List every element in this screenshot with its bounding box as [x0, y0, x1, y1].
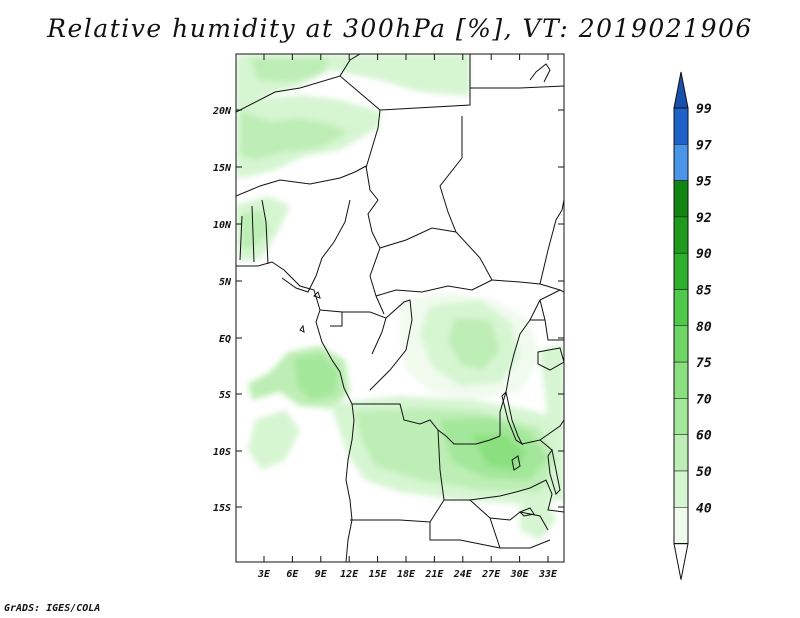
lat-tick-label: 15S — [213, 503, 231, 514]
border-chad-lake — [365, 165, 379, 233]
border-car-chad — [379, 227, 457, 249]
lake-kariba — [519, 507, 535, 517]
rh-region-atlantic-70 — [294, 354, 338, 400]
colorbar-level-label: 85 — [696, 284, 712, 299]
colorbar-segment — [673, 180, 689, 218]
colorbar-level-label: 75 — [696, 356, 712, 371]
lon-tick-label: 3E — [257, 569, 271, 580]
colorbar-segment — [673, 289, 689, 327]
lat-tick-label: 5N — [219, 277, 232, 288]
border-nigeria-benin — [261, 199, 269, 265]
colorbar-bottom-arrow — [673, 543, 689, 580]
lat-tick-label: 10S — [213, 447, 231, 458]
country-boundaries — [236, 54, 564, 562]
border-zimbabwe — [489, 517, 551, 549]
border-zambia-zimbabwe — [469, 499, 549, 531]
colorbar-outline — [673, 107, 689, 545]
border-ghana — [239, 215, 243, 261]
border-congo — [369, 295, 413, 391]
lon-tick-label: 9E — [315, 569, 328, 580]
border-tanzania — [521, 419, 564, 451]
lat-tick-label: 20N — [212, 106, 232, 117]
border-ethiopia — [539, 199, 564, 285]
border-angola-namibia — [350, 499, 445, 523]
lat-tick-label: 5S — [219, 390, 231, 401]
border-mozambique — [515, 479, 564, 513]
lake-mweru — [511, 455, 521, 471]
lake-malawi — [547, 448, 561, 495]
colorbar-segment — [673, 361, 689, 399]
map-title: Relative humidity at 300hPa [%], VT: 201… — [47, 14, 753, 43]
border-car-drc — [375, 279, 493, 297]
border-nigeria-cameroon — [281, 199, 351, 293]
colorbar-segment — [673, 398, 689, 435]
lat-tick-label: 15N — [213, 163, 232, 174]
lon-tick-label: 12E — [340, 569, 359, 580]
border-drc-east — [499, 289, 561, 436]
border-niger-nigeria — [236, 165, 367, 197]
border-sahara-2 — [339, 54, 361, 77]
border-namibia-botswana — [429, 522, 501, 549]
lake-victoria — [537, 347, 564, 371]
colorbar-top-arrow — [673, 71, 689, 109]
colorbar-segment — [673, 470, 689, 508]
lon-tick-label: 18E — [397, 569, 416, 580]
border-egypt-sudan — [470, 85, 564, 89]
colorbar-segment — [673, 507, 689, 544]
colorbar-level-label: 50 — [696, 465, 712, 480]
border-chad-sudan — [439, 116, 493, 281]
colorbar-level-label: 70 — [696, 392, 712, 407]
lake-tanganyika — [501, 390, 524, 446]
lon-axis: 3E 6E 9E 12E 15E 18E 21E 24E 27E 30E 33E — [257, 54, 558, 580]
grads-credit: GrADS: IGES/COLA — [4, 603, 101, 614]
colorbar-level-label: 97 — [696, 138, 712, 153]
island-sao-tome — [299, 324, 305, 333]
lat-axis: 20N 15N 10N 5N EQ 5S 10S 15S — [212, 106, 564, 514]
lon-tick-label: 27E — [481, 569, 501, 580]
colorbar-level-label: 99 — [696, 102, 712, 117]
lon-tick-label: 24E — [453, 569, 473, 580]
lon-tick-label: 21E — [424, 569, 444, 580]
border-cameroon-car — [369, 231, 381, 297]
border-libya-chad — [379, 54, 471, 111]
border-sahara-1 — [236, 75, 381, 169]
lon-tick-label: 33E — [538, 569, 558, 580]
colorbar: 99 97 95 92 90 85 80 75 70 60 50 40 — [673, 71, 712, 580]
border-red-sea — [529, 63, 551, 83]
colorbar-level-label: 92 — [696, 211, 712, 226]
colorbar-level-label: 40 — [696, 501, 712, 516]
island-bioko — [313, 291, 321, 299]
colorbar-segment — [673, 144, 689, 181]
colorbar-segment — [673, 252, 689, 290]
colorbar-segment — [673, 325, 689, 363]
rh-region-southeast — [520, 500, 556, 540]
colorbar-level-label: 80 — [696, 320, 712, 335]
rh-region-congo-60 — [448, 318, 500, 370]
lon-tick-label: 15E — [369, 569, 388, 580]
border-uganda-kenya — [530, 299, 564, 341]
lon-tick-label: 30E — [510, 569, 530, 580]
coastline-gulf-guinea — [236, 261, 355, 562]
border-togo — [251, 205, 255, 263]
rh-region-east-strip — [540, 344, 564, 420]
colorbar-level-label: 90 — [696, 247, 712, 262]
colorbar-level-label: 60 — [696, 429, 712, 444]
humidity-field — [236, 54, 564, 562]
rh-region-north-60 — [250, 58, 330, 82]
map-frame — [235, 53, 565, 563]
colorbar-segment — [673, 434, 689, 472]
colorbar-segment — [673, 216, 689, 254]
lat-tick-label: EQ — [219, 334, 231, 345]
border-angola-zambia — [437, 429, 517, 501]
colorbar-segment — [673, 107, 689, 145]
lon-tick-label: 6E — [286, 569, 299, 580]
lat-tick-label: 10N — [213, 220, 232, 231]
rh-region-northwest-60 — [240, 110, 348, 160]
colorbar-level-label: 95 — [696, 175, 712, 190]
rh-region-atlantic-sw — [248, 410, 300, 470]
rh-region-west-coast-60 — [240, 210, 270, 250]
